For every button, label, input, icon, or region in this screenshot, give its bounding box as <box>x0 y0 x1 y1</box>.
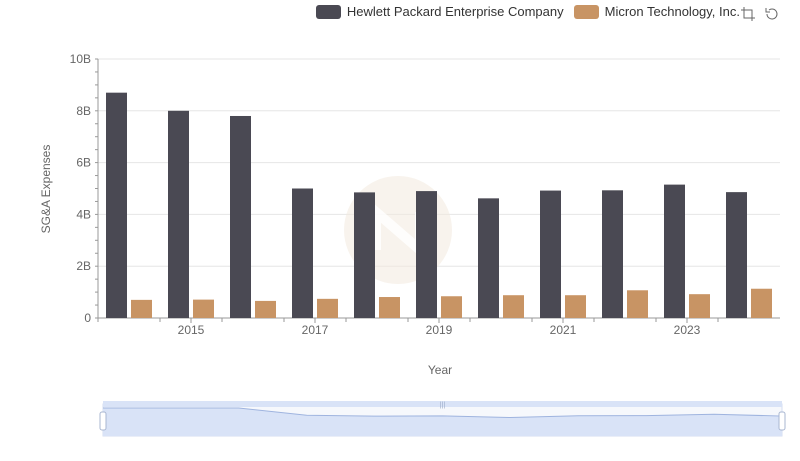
legend-item-micron[interactable]: Micron Technology, Inc. <box>573 4 740 19</box>
bar-micron-2017 <box>317 298 338 318</box>
legend-swatch-micron <box>573 4 599 19</box>
bar-micron-2016 <box>255 300 276 318</box>
x-axis-title: Year <box>428 363 452 377</box>
zoom-handle-left[interactable] <box>99 411 107 431</box>
y-tick-label: 8B <box>76 104 91 118</box>
bar-micron-2020 <box>503 295 524 318</box>
zoom-icon[interactable] <box>740 6 756 22</box>
legend: Hewlett Packard Enterprise Company Micro… <box>315 4 740 19</box>
x-tick-label: 2017 <box>302 323 329 337</box>
bar-micron-2024 <box>751 288 772 318</box>
legend-swatch-hpe <box>315 4 341 19</box>
y-tick-label: 6B <box>76 156 91 170</box>
y-tick-label: 10B <box>70 52 91 66</box>
toolbox <box>740 6 780 22</box>
legend-label-hpe: Hewlett Packard Enterprise Company <box>346 4 564 19</box>
x-tick-label: 2023 <box>674 323 701 337</box>
bar-hpe-2016 <box>230 115 251 318</box>
bar-hpe-2024 <box>726 192 747 318</box>
bar-micron-2021 <box>565 295 586 318</box>
y-axis-title: SG&A Expenses <box>39 145 53 234</box>
bar-hpe-2022 <box>602 190 623 318</box>
bar-hpe-2018 <box>354 192 375 318</box>
bar-hpe-2014 <box>106 92 127 318</box>
legend-label-micron: Micron Technology, Inc. <box>604 4 740 19</box>
legend-item-hpe[interactable]: Hewlett Packard Enterprise Company <box>315 4 564 19</box>
zoom-slider-move-bar <box>103 401 782 407</box>
x-tick-label: 2015 <box>178 323 205 337</box>
bar-hpe-2019 <box>416 191 437 318</box>
y-tick-label: 0 <box>84 311 91 325</box>
restore-icon[interactable] <box>764 6 780 22</box>
zoom-slider-line <box>103 407 783 419</box>
zoom-handle-right[interactable] <box>778 411 786 431</box>
bar-hpe-2021 <box>540 190 561 318</box>
bar-micron-2015 <box>193 299 214 318</box>
bar-hpe-2020 <box>478 198 499 318</box>
zoom-slider-area <box>103 408 782 436</box>
bar-hpe-2015 <box>168 110 189 318</box>
y-tick-label: 4B <box>76 207 91 221</box>
bar-micron-2022 <box>627 290 648 318</box>
zoom-slider-grip: ||| <box>440 402 446 409</box>
x-tick-label: 2019 <box>426 323 453 337</box>
bar-micron-2018 <box>379 297 400 318</box>
bar-micron-2014 <box>131 299 152 318</box>
y-tick-label: 2B <box>76 259 91 273</box>
bar-micron-2019 <box>441 296 462 318</box>
bar-micron-2023 <box>689 294 710 318</box>
bar-hpe-2023 <box>664 184 685 318</box>
x-tick-label: 2021 <box>550 323 577 337</box>
bar-hpe-2017 <box>292 188 313 318</box>
